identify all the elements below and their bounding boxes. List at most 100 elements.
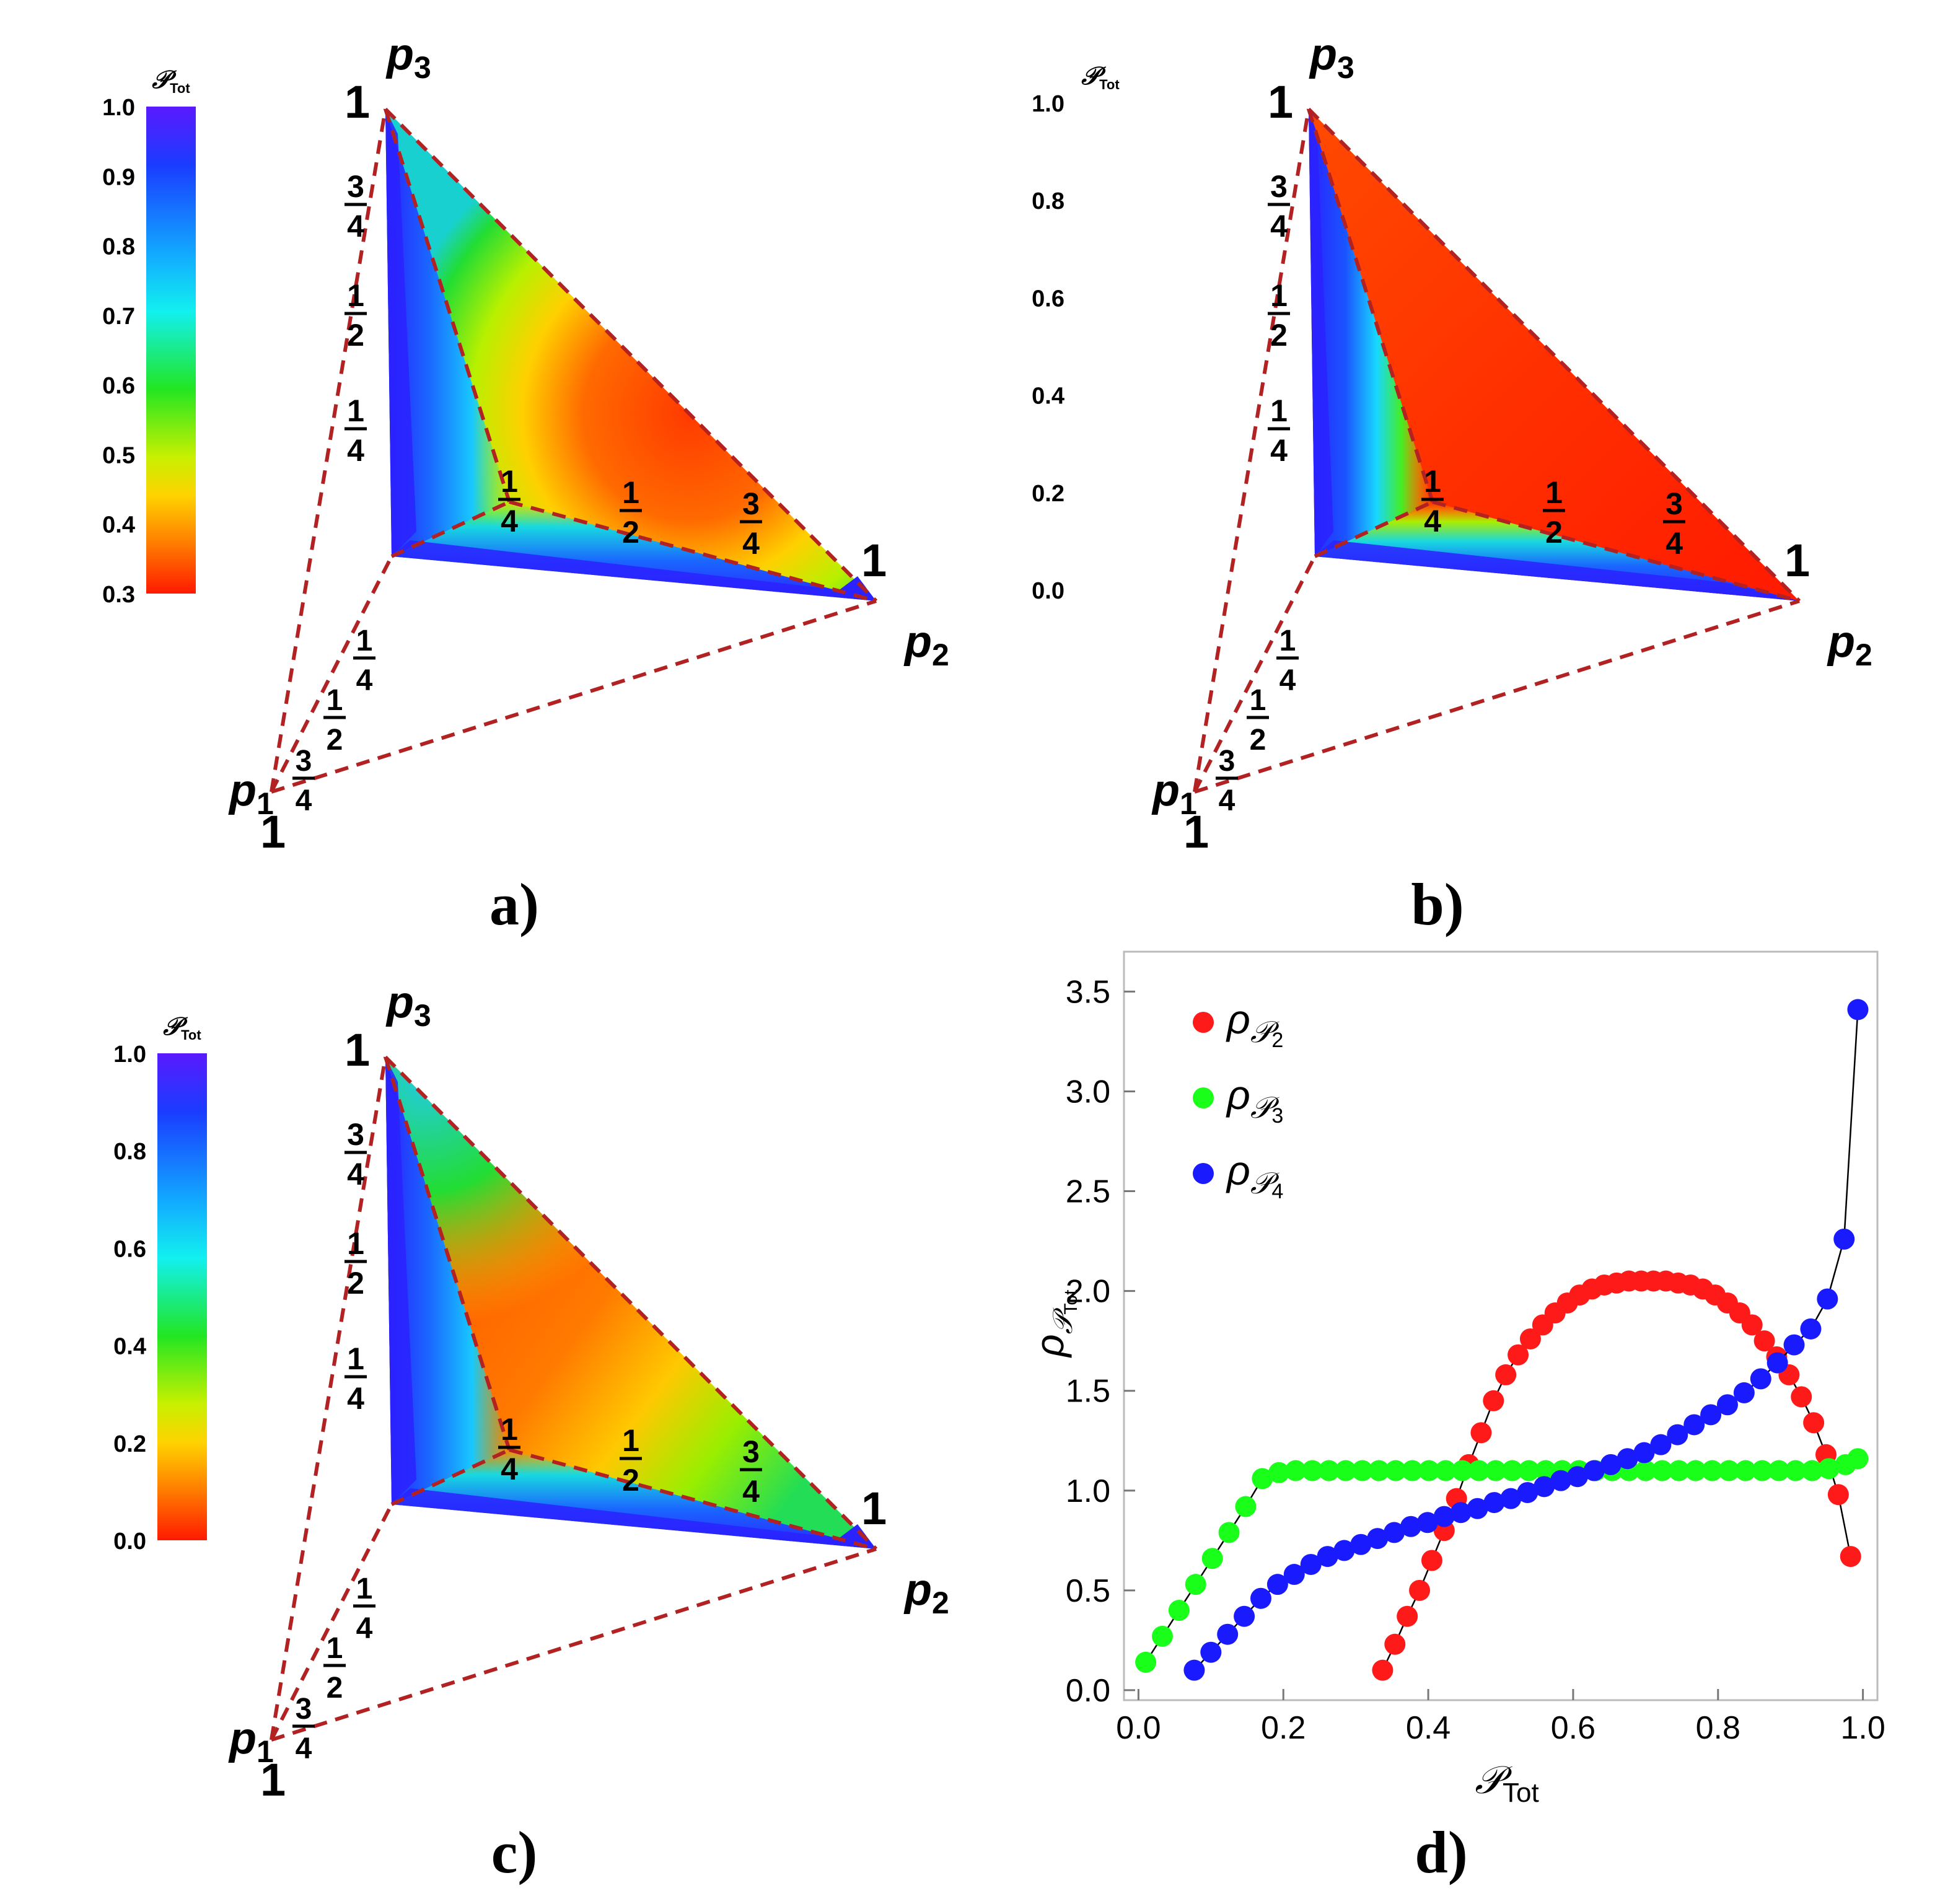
vertex-label-p2: p2 xyxy=(903,617,949,672)
data-point xyxy=(1185,1574,1206,1595)
frac-p1-3-4: 34 xyxy=(292,1693,315,1765)
colorbar-tick-label: 0.3 xyxy=(102,582,135,608)
data-point xyxy=(1468,1460,1490,1481)
frac-p2-1-4: 14 xyxy=(498,464,520,538)
data-point xyxy=(1234,1605,1255,1627)
x-tick-label: 0.4 xyxy=(1406,1710,1451,1746)
y-tick-label: 3.0 xyxy=(1066,1074,1110,1110)
data-point xyxy=(1783,1334,1805,1356)
frac-p2-3-4: 34 xyxy=(740,486,762,561)
heatmap-bottom-band xyxy=(392,1450,876,1549)
frac-p2-1-2-den: 2 xyxy=(622,1463,639,1498)
frac-p2-3-4-num: 3 xyxy=(1666,486,1683,521)
data-point xyxy=(1333,1540,1355,1561)
frac-p3-3-4: 34 xyxy=(345,1117,367,1191)
data-point xyxy=(1700,1404,1722,1426)
colorbar-tick-label: 0.4 xyxy=(113,1334,146,1360)
colorbar-c: 𝒫Tot 1.0 0.8 0.6 0.4 0.2 0.0 xyxy=(113,1013,207,1555)
colorbar-tick-label: 0.6 xyxy=(113,1236,146,1262)
data-point xyxy=(1500,1488,1522,1509)
tick-p1-one: 1 xyxy=(260,806,286,858)
series-1 xyxy=(1135,1448,1869,1673)
panel-caption: c) xyxy=(491,1819,538,1885)
data-point xyxy=(1433,1506,1455,1527)
frac-p1-1-4-num: 1 xyxy=(356,625,373,657)
data-point xyxy=(1416,1512,1438,1533)
frac-p3-1-2-num: 1 xyxy=(347,278,364,313)
data-point xyxy=(1519,1328,1541,1349)
frac-p3-1-2-den: 2 xyxy=(347,318,364,353)
data-point xyxy=(1218,1522,1240,1543)
data-point xyxy=(1651,1460,1673,1481)
frac-p1-1-2-num: 1 xyxy=(327,684,343,717)
data-point xyxy=(1847,1448,1869,1470)
heatmap-left-edge xyxy=(385,109,416,556)
data-point xyxy=(1633,1442,1655,1463)
data-point xyxy=(1183,1659,1205,1681)
frac-p3-1-4-num: 1 xyxy=(347,1341,364,1376)
data-point xyxy=(1784,1460,1806,1481)
data-point xyxy=(1384,1522,1405,1543)
edge-center-p2 xyxy=(1432,500,1800,603)
data-point xyxy=(1217,1623,1239,1645)
data-point xyxy=(1635,1460,1656,1481)
data-point xyxy=(1421,1550,1442,1571)
frac-p3-3-4-den: 4 xyxy=(347,1157,364,1191)
data-point xyxy=(1600,1454,1622,1475)
y-tick-label: 2.5 xyxy=(1066,1174,1110,1210)
data-point xyxy=(1483,1492,1505,1514)
data-point xyxy=(1735,1460,1757,1481)
frac-p1-1-2-den: 2 xyxy=(327,1672,343,1704)
frac-p1-3-4-num: 3 xyxy=(296,1693,312,1726)
data-point xyxy=(1467,1498,1488,1519)
data-point xyxy=(1791,1386,1812,1408)
data-point xyxy=(1285,1460,1307,1481)
data-point xyxy=(1435,1460,1457,1481)
frac-p3-1-4: 14 xyxy=(345,1341,367,1416)
frac-p3-1-2-den: 2 xyxy=(347,1266,364,1301)
data-point xyxy=(1733,1382,1755,1403)
colorbar-tick-label: 0.6 xyxy=(1032,286,1064,312)
data-point xyxy=(1384,1633,1406,1655)
data-point xyxy=(1283,1564,1305,1586)
frac-p3-3-4-num: 3 xyxy=(347,1117,364,1152)
frac-p3-1-2-num: 1 xyxy=(1270,278,1288,313)
data-point xyxy=(1668,1460,1690,1481)
colorbar-title: 𝒫Tot xyxy=(163,1013,201,1043)
colorbar-gradient xyxy=(157,1053,207,1540)
data-point xyxy=(1368,1460,1390,1481)
frac-p2-3-4-num: 3 xyxy=(742,1434,760,1469)
data-point xyxy=(1753,1330,1775,1352)
tick-p2-one: 1 xyxy=(1784,535,1810,586)
heatmap-corner xyxy=(833,576,876,601)
frac-p3-3-4-den: 4 xyxy=(1270,209,1288,243)
data-point xyxy=(1250,1587,1271,1609)
data-point xyxy=(1847,999,1869,1020)
data-point xyxy=(1168,1600,1190,1621)
colorbar-tick-label: 1.0 xyxy=(113,1042,146,1068)
data-point xyxy=(1801,1460,1823,1481)
frac-p2-1-4: 14 xyxy=(498,1412,520,1486)
colorbar-tick-label: 0.0 xyxy=(113,1529,146,1555)
data-point xyxy=(1450,1502,1472,1524)
heatmap-bottom-edge xyxy=(392,1488,876,1549)
frac-p2-1-4-num: 1 xyxy=(501,1412,518,1447)
vertex-label-p3: p3 xyxy=(385,30,431,85)
data-point xyxy=(1351,1460,1373,1481)
frac-p1-1-2-den: 2 xyxy=(1250,724,1266,757)
data-point xyxy=(1300,1553,1322,1575)
data-point xyxy=(1768,1460,1789,1481)
chart-d: 0.0 0.2 0.4 0.6 0.8 1.0 0.0 0.5 1.0 1.5 2.0 2.5 3.0 3… xyxy=(1027,950,1885,1885)
colorbar-title: 𝒫Tot xyxy=(152,66,190,96)
frac-p1-1-2: 12 xyxy=(323,684,346,757)
edge-p1-p3 xyxy=(270,1056,387,1740)
legend-marker xyxy=(1193,1163,1214,1184)
data-point xyxy=(1827,1484,1849,1506)
x-tick-label: 0.8 xyxy=(1696,1710,1740,1746)
x-axis-label: 𝒫Tot xyxy=(1475,1759,1538,1808)
tick-p3-one: 1 xyxy=(345,1024,370,1076)
colorbar-tick-label: 1.0 xyxy=(1032,91,1064,117)
data-point xyxy=(1617,1448,1638,1470)
frac-p3-3-4: 34 xyxy=(345,169,367,243)
colorbar-tick-label: 0.8 xyxy=(1032,188,1064,214)
